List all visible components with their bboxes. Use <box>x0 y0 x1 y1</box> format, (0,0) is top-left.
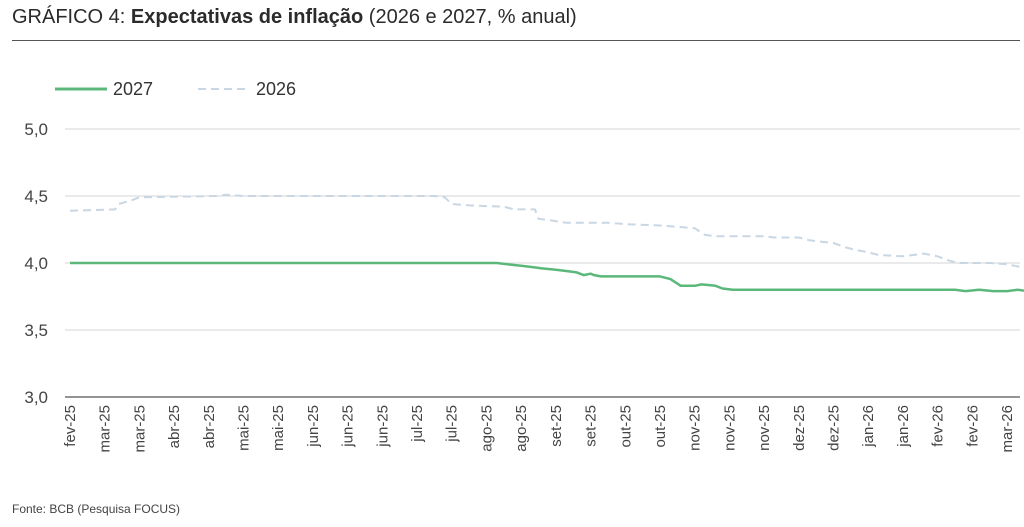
x-tick-label: nov-25 <box>721 405 738 451</box>
x-tick-label: mar-25 <box>97 405 114 453</box>
x-tick-label: jun-25 <box>374 405 391 448</box>
title-prefix: GRÁFICO 4: <box>12 6 131 28</box>
x-tick-label: jun-25 <box>340 405 357 448</box>
x-tick-label: dez-25 <box>791 405 808 451</box>
x-tick-label: ago-25 <box>513 405 530 452</box>
y-tick-label: 3,0 <box>24 388 48 407</box>
y-tick-label: 5,0 <box>24 120 48 139</box>
x-tick-label: fev-25 <box>62 405 79 447</box>
x-tick-label: jun-25 <box>305 405 322 448</box>
x-tick-label: set-25 <box>548 405 565 447</box>
x-tick-label: mar-26 <box>999 405 1016 453</box>
x-tick-label: set-25 <box>583 405 600 447</box>
source-note: Fonte: BCB (Pesquisa FOCUS) <box>12 502 181 516</box>
series-line-2026 <box>69 193 1024 269</box>
series-lines <box>69 193 1024 293</box>
title-bold: Expectativas de inflação <box>130 6 364 28</box>
y-tick-label: 3,5 <box>24 321 48 340</box>
x-tick-label: mai-25 <box>270 405 287 451</box>
x-tick-label: abr-25 <box>201 405 218 448</box>
legend: 2027 2026 <box>55 79 296 99</box>
x-tick-label: abr-25 <box>166 405 183 448</box>
y-tick-label: 4,5 <box>24 187 48 206</box>
y-axis-ticks: 3,0 3,5 4,0 4,5 5,0 <box>24 120 48 407</box>
title-suffix: (2026 e 2027, % anual) <box>363 6 577 28</box>
line-chart: 3,0 3,5 4,0 4,5 5,0 fev-25 mar-25 mar-25 abr-25… <box>24 79 1024 453</box>
x-tick-label: nov-25 <box>756 405 773 451</box>
x-tick-label: jan-26 <box>895 405 912 448</box>
x-tick-label: jul-25 <box>444 405 461 443</box>
x-tick-label: out-25 <box>652 405 669 448</box>
chart-title: GRÁFICO 4: Expectativas de inflação (202… <box>12 6 577 29</box>
title-divider <box>12 40 1020 41</box>
x-tick-label: mai-25 <box>236 405 253 451</box>
x-tick-label: jan-26 <box>860 405 877 448</box>
x-tick-label: fev-26 <box>964 405 981 447</box>
x-tick-label: mar-25 <box>131 405 148 453</box>
series-line-2027 <box>70 261 1024 293</box>
x-tick-label: ago-25 <box>478 405 495 452</box>
x-tick-label: dez-25 <box>825 405 842 451</box>
x-axis-ticks: fev-25 mar-25 mar-25 abr-25 abr-25 mai-25 mai-… <box>62 405 1016 453</box>
x-tick-label: out-25 <box>617 405 634 448</box>
legend-label-2026: 2026 <box>256 79 296 99</box>
x-tick-label: nov-25 <box>687 405 704 451</box>
x-tick-label: jul-25 <box>409 405 426 443</box>
x-tick-label: fev-26 <box>930 405 947 447</box>
y-tick-label: 4,0 <box>24 254 48 273</box>
legend-label-2027: 2027 <box>113 79 153 99</box>
